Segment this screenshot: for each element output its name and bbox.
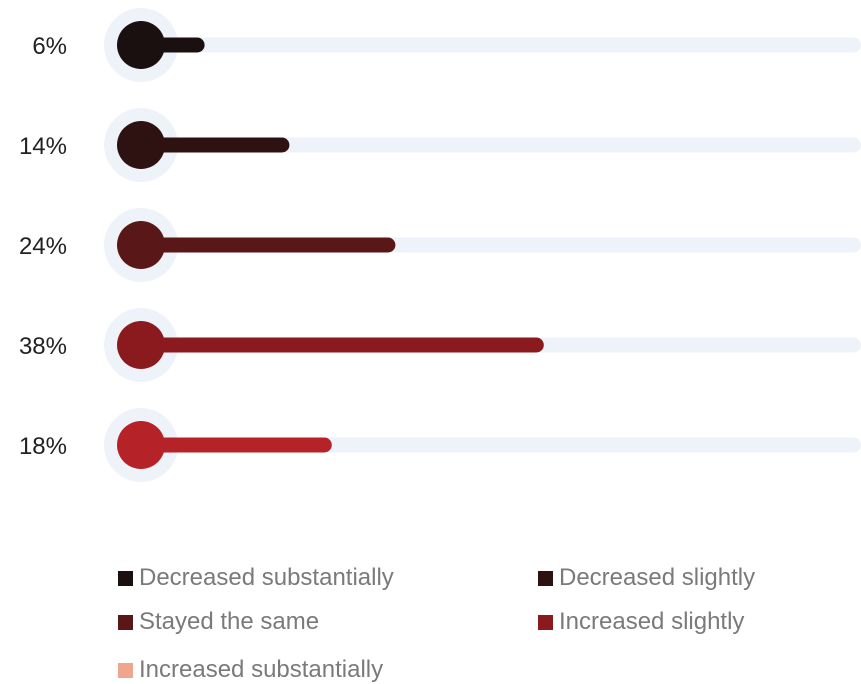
bar-value — [141, 137, 290, 153]
bar-dot — [117, 321, 165, 369]
legend-item: Increased substantially — [118, 656, 383, 684]
legend-label: Increased substantially — [139, 656, 384, 683]
bar-track — [141, 137, 861, 153]
legend-swatch — [538, 570, 553, 586]
bar-chart: 6% 14% 24% 38% 18% — [19, 8, 861, 482]
data-label: 24% — [19, 233, 67, 260]
bar-dot — [117, 21, 165, 69]
legend-item: Decreased slightly — [538, 564, 755, 592]
legend-swatch — [118, 570, 133, 586]
legend-item: Decreased substantially — [118, 564, 394, 592]
bar-dot — [117, 121, 165, 169]
legend-swatch — [118, 662, 133, 678]
legend-label: Stayed the same — [139, 608, 320, 635]
legend-swatch — [118, 614, 133, 630]
bar-value — [141, 237, 396, 253]
legend-label: Increased slightly — [559, 608, 745, 635]
data-label: 6% — [32, 33, 67, 60]
legend-label: Decreased slightly — [559, 564, 756, 591]
bar-dot — [117, 221, 165, 269]
legend-label: Decreased substantially — [139, 564, 394, 591]
legend-item: Stayed the same — [118, 608, 319, 636]
legend-item: Increased slightly — [538, 608, 744, 636]
legend-swatch — [538, 614, 553, 630]
data-label: 14% — [19, 133, 67, 160]
bar-value — [141, 437, 332, 453]
bar-track — [141, 37, 861, 53]
data-label: 38% — [19, 333, 67, 360]
bar-value — [141, 337, 544, 353]
data-label: 18% — [19, 433, 67, 460]
bar-dot — [117, 421, 165, 469]
